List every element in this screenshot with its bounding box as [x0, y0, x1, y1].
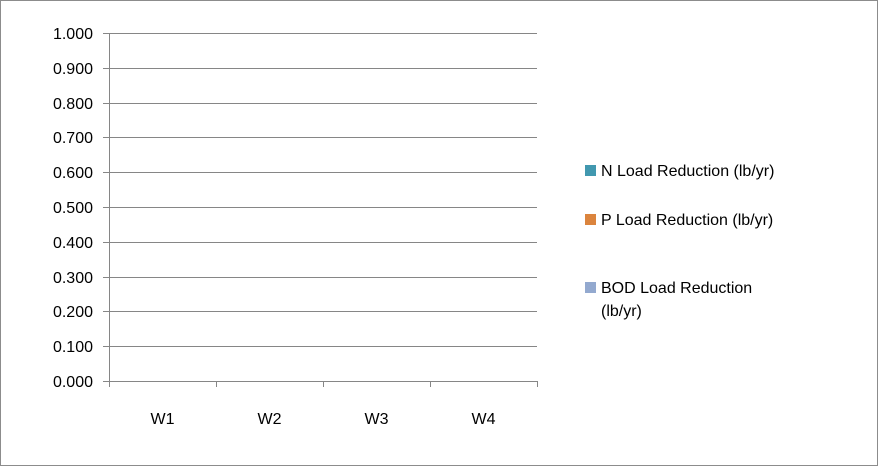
legend-label: N Load Reduction (lb/yr) — [601, 163, 774, 180]
y-tick-label: 0.200 — [53, 304, 93, 321]
legend-swatch — [585, 282, 596, 293]
legend-swatch — [585, 165, 596, 176]
y-tick-label: 0.600 — [53, 165, 93, 182]
y-tick-label: 0.400 — [53, 235, 93, 252]
x-tick-label: W4 — [472, 411, 496, 428]
legend-label: BOD Load Reduction (lb/yr) — [601, 280, 752, 320]
y-tick-label: 0.000 — [53, 374, 93, 391]
x-tick-label: W1 — [151, 411, 175, 428]
y-tick-label: 0.300 — [53, 270, 93, 287]
y-tick-label: 0.500 — [53, 200, 93, 217]
x-tick-label: W3 — [365, 411, 389, 428]
y-tick-label: 1.000 — [53, 26, 93, 43]
y-tick-label: 0.900 — [53, 61, 93, 78]
x-tick-label: W2 — [258, 411, 282, 428]
y-tick-label: 0.700 — [53, 130, 93, 147]
y-tick-label: 0.100 — [53, 339, 93, 356]
y-tick-label: 0.800 — [53, 96, 93, 113]
legend-label: P Load Reduction (lb/yr) — [601, 212, 773, 229]
legend-swatch — [585, 214, 596, 225]
